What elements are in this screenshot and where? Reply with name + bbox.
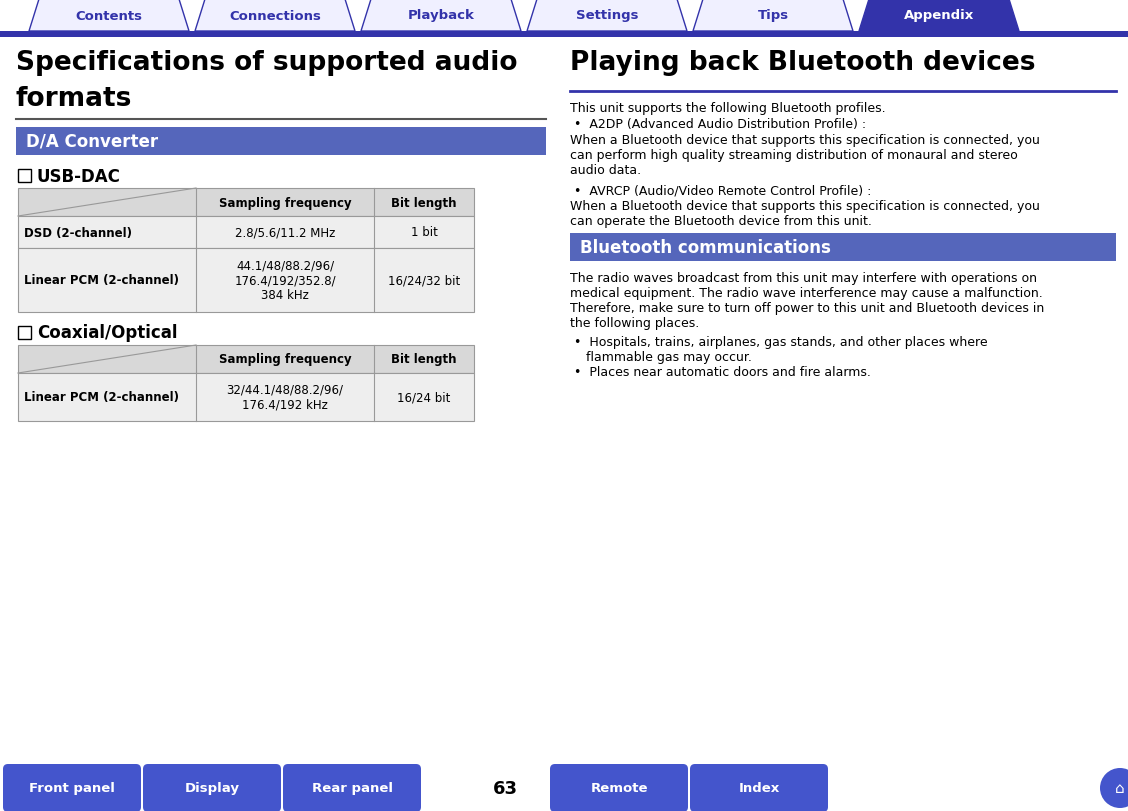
Polygon shape [860, 0, 1019, 32]
Text: •  A2DP (Advanced Audio Distribution Profile) :: • A2DP (Advanced Audio Distribution Prof… [574, 118, 866, 131]
Text: Bit length: Bit length [391, 196, 457, 209]
Text: Bluetooth communications: Bluetooth communications [580, 238, 831, 257]
Bar [18, 345, 474, 374]
FancyBboxPatch shape [550, 764, 688, 811]
Text: D/A Converter: D/A Converter [26, 133, 158, 151]
Text: When a Bluetooth device that supports this specification is connected, you
can o: When a Bluetooth device that supports th… [570, 200, 1040, 228]
Text: Rear panel: Rear panel [311, 782, 393, 795]
Text: Specifications of supported audio: Specifications of supported audio [16, 50, 518, 76]
Polygon shape [195, 0, 355, 32]
Text: Display: Display [185, 782, 239, 795]
Text: Sampling frequency: Sampling frequency [219, 196, 351, 209]
FancyBboxPatch shape [690, 764, 828, 811]
Text: 2.8/5.6/11.2 MHz: 2.8/5.6/11.2 MHz [235, 226, 335, 239]
Text: 16/24/32 bit: 16/24/32 bit [388, 274, 460, 287]
Polygon shape [29, 0, 190, 32]
Text: •  AVRCP (Audio/Video Remote Control Profile) :: • AVRCP (Audio/Video Remote Control Prof… [574, 184, 871, 197]
Text: 1 bit: 1 bit [411, 226, 438, 239]
Bar [0, 32, 1128, 38]
FancyBboxPatch shape [143, 764, 281, 811]
Bar [18, 374, 474, 422]
Text: ⌂: ⌂ [1116, 780, 1125, 796]
Circle shape [1100, 768, 1128, 808]
Bar [18, 217, 474, 249]
Text: This unit supports the following Bluetooth profiles.: This unit supports the following Bluetoo… [570, 102, 885, 115]
Text: 16/24 bit: 16/24 bit [397, 391, 451, 404]
Text: DSD (2-channel): DSD (2-channel) [24, 226, 132, 239]
Text: USB-DAC: USB-DAC [37, 167, 121, 185]
Text: Linear PCM (2-channel): Linear PCM (2-channel) [24, 274, 179, 287]
FancyBboxPatch shape [283, 764, 421, 811]
Text: Coaxial/Optical: Coaxial/Optical [37, 324, 177, 342]
Text: 63: 63 [493, 779, 518, 797]
FancyBboxPatch shape [3, 764, 141, 811]
Text: Appendix: Appendix [904, 10, 975, 23]
Text: Playing back Bluetooth devices: Playing back Bluetooth devices [570, 50, 1036, 76]
Text: Linear PCM (2-channel): Linear PCM (2-channel) [24, 391, 179, 404]
Polygon shape [361, 0, 521, 32]
Text: Front panel: Front panel [29, 782, 115, 795]
Text: Remote: Remote [590, 782, 647, 795]
Text: Connections: Connections [229, 10, 321, 23]
Bar [18, 169, 30, 182]
Text: Bit length: Bit length [391, 353, 457, 366]
Text: Contents: Contents [76, 10, 142, 23]
Text: The radio waves broadcast from this unit may interfere with operations on
medica: The radio waves broadcast from this unit… [570, 272, 1045, 329]
Polygon shape [527, 0, 687, 32]
Text: When a Bluetooth device that supports this specification is connected, you
can p: When a Bluetooth device that supports th… [570, 134, 1040, 177]
Text: Settings: Settings [575, 10, 638, 23]
Text: formats: formats [16, 86, 132, 112]
Bar [18, 189, 474, 217]
Text: 32/44.1/48/88.2/96/
176.4/192 kHz: 32/44.1/48/88.2/96/ 176.4/192 kHz [227, 384, 344, 411]
Text: •  Places near automatic doors and fire alarms.: • Places near automatic doors and fire a… [574, 366, 871, 379]
Text: Playback: Playback [407, 10, 475, 23]
Text: Tips: Tips [757, 10, 788, 23]
Text: 44.1/48/88.2/96/
176.4/192/352.8/
384 kHz: 44.1/48/88.2/96/ 176.4/192/352.8/ 384 kH… [235, 260, 336, 303]
Bar [570, 234, 1116, 262]
Polygon shape [693, 0, 853, 32]
Bar [16, 128, 546, 156]
Text: •  Hospitals, trains, airplanes, gas stands, and other places where
   flammable: • Hospitals, trains, airplanes, gas stan… [574, 336, 988, 363]
Bar [0, 38, 1128, 765]
Bar [18, 249, 474, 312]
Text: Sampling frequency: Sampling frequency [219, 353, 351, 366]
Text: Index: Index [739, 782, 779, 795]
Bar [18, 327, 30, 340]
